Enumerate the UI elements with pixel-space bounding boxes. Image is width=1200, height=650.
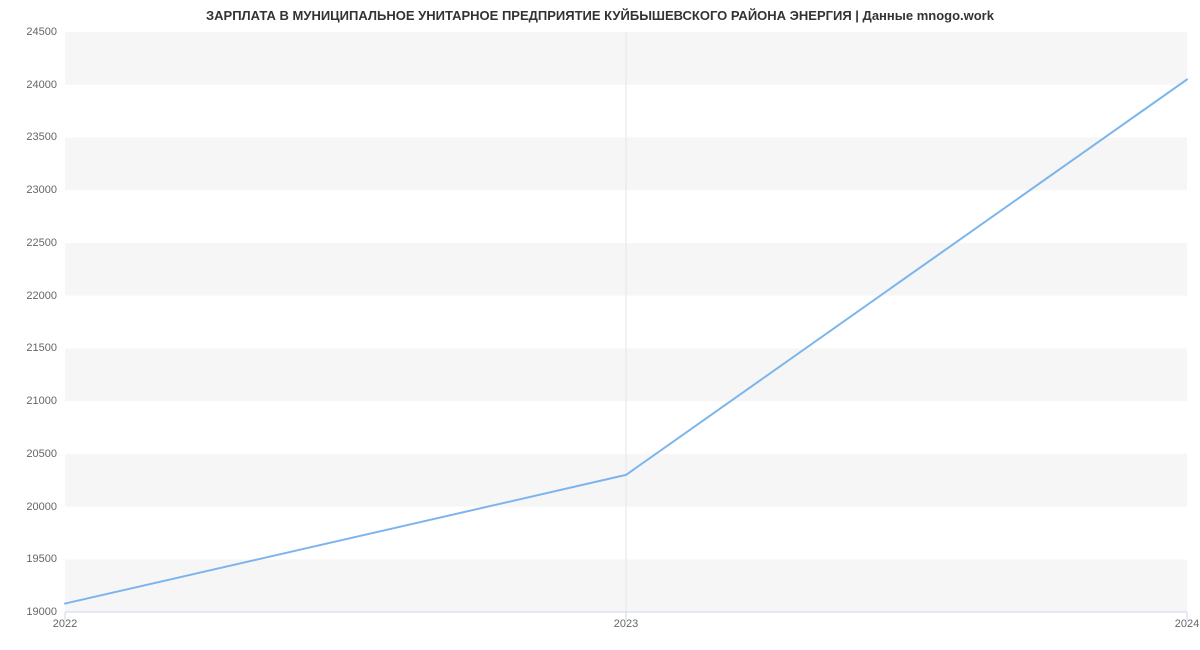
y-tick-label: 22500 — [26, 237, 65, 249]
y-tick-label: 24000 — [26, 79, 65, 91]
y-tick-label: 24500 — [26, 26, 65, 38]
x-tick-label: 2023 — [614, 612, 638, 630]
salary-line-chart: ЗАРПЛАТА В МУНИЦИПАЛЬНОЕ УНИТАРНОЕ ПРЕДП… — [0, 0, 1200, 650]
x-tick-label: 2022 — [53, 612, 77, 630]
chart-title: ЗАРПЛАТА В МУНИЦИПАЛЬНОЕ УНИТАРНОЕ ПРЕДП… — [0, 8, 1200, 23]
plot-area: 1900019500200002050021000215002200022500… — [65, 32, 1187, 612]
y-tick-label: 19500 — [26, 553, 65, 565]
x-tick-label: 2024 — [1175, 612, 1199, 630]
y-tick-label: 22000 — [26, 290, 65, 302]
y-tick-label: 23500 — [26, 131, 65, 143]
y-tick-label: 23000 — [26, 184, 65, 196]
y-tick-label: 21500 — [26, 342, 65, 354]
plot-svg — [65, 32, 1187, 624]
y-tick-label: 21000 — [26, 395, 65, 407]
y-tick-label: 20500 — [26, 448, 65, 460]
y-tick-label: 20000 — [26, 501, 65, 513]
